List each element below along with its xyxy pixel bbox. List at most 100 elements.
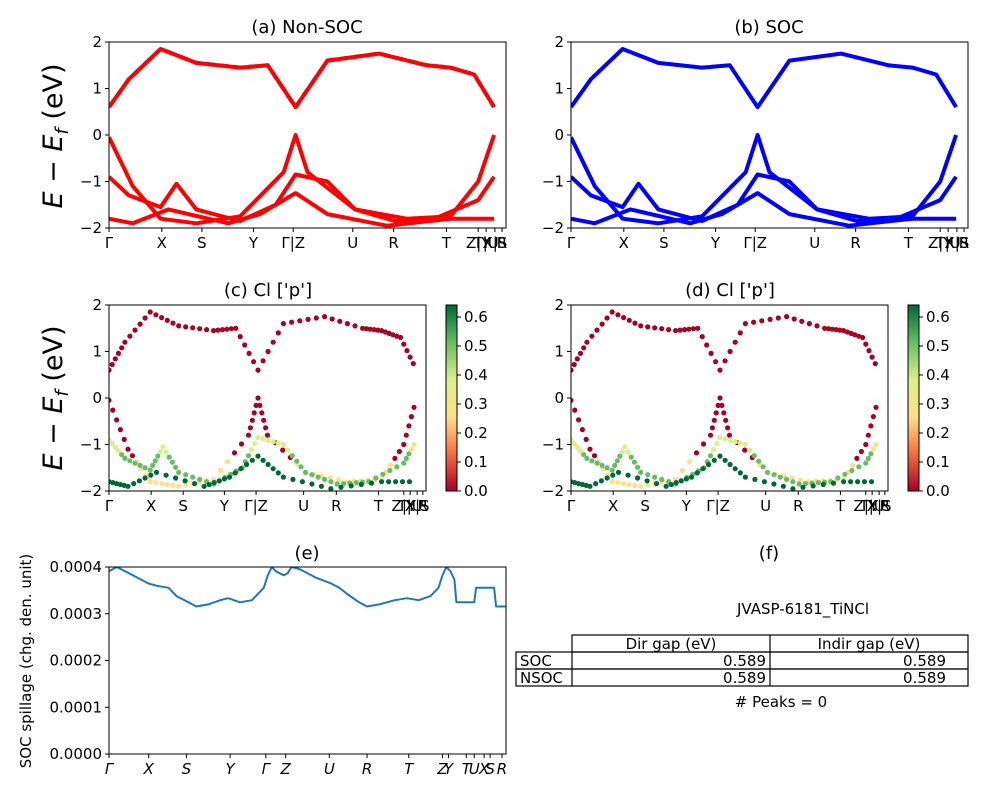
- projection-point: [722, 457, 728, 463]
- projection-point: [686, 326, 692, 332]
- table-cell-soc-dir: 0.589: [723, 652, 766, 670]
- projection-point: [799, 318, 805, 324]
- projection-point: [687, 459, 693, 465]
- projection-point: [680, 467, 686, 474]
- projection-point: [225, 459, 231, 465]
- material-id: JVASP-6181_TiNCl: [736, 600, 869, 619]
- projection-point: [727, 348, 733, 355]
- colorbar-tick-label: 0.1: [464, 453, 488, 471]
- x-tick-label: X: [478, 760, 490, 778]
- projection-point: [406, 423, 412, 429]
- projection-point: [367, 326, 373, 332]
- band-line-0: [109, 567, 506, 608]
- projection-point: [197, 326, 203, 332]
- projection-point: [737, 330, 743, 336]
- y-tick-label: 1: [554, 80, 564, 98]
- y-tick-label: −1: [542, 436, 564, 454]
- projection-point: [233, 325, 239, 331]
- x-tick-label: Γ|Z: [743, 234, 767, 252]
- projection-point: [638, 483, 644, 489]
- projection-point: [245, 453, 252, 459]
- projection-point: [713, 410, 719, 416]
- projection-point: [238, 441, 245, 447]
- plot-body: [109, 47, 496, 228]
- x-tick-label: Z: [436, 760, 448, 778]
- projection-point: [732, 466, 738, 472]
- projection-point: [280, 474, 286, 480]
- projection-point: [251, 359, 257, 365]
- projection-point: [109, 367, 112, 373]
- projection-point: [764, 469, 771, 475]
- panel-a-ylabel: E − Ef (eV): [38, 64, 73, 209]
- projection-point: [270, 466, 276, 472]
- projection-point: [571, 397, 574, 403]
- projection-point: [166, 454, 172, 460]
- plot-body: [571, 47, 958, 228]
- projection-point: [579, 427, 585, 433]
- projection-point: [334, 481, 340, 487]
- projection-point: [289, 453, 295, 459]
- projection-point: [835, 475, 841, 481]
- projection-point: [394, 464, 400, 470]
- x-tick-label: R: [793, 497, 803, 515]
- projection-point: [201, 483, 207, 489]
- projection-point: [270, 339, 276, 345]
- projection-point: [329, 316, 335, 322]
- projection-point: [132, 327, 138, 333]
- table-cell-nsoc-dir: 0.589: [723, 669, 766, 687]
- projection-point: [403, 455, 409, 461]
- x-tick-label: Y: [225, 760, 236, 778]
- projection-point: [183, 482, 189, 488]
- projection-point: [328, 486, 334, 491]
- projection-point: [125, 483, 131, 489]
- projection-point: [119, 452, 125, 458]
- x-tick-label: X: [157, 234, 167, 252]
- colorbar-tick-label: 0.0: [926, 482, 950, 500]
- projection-point: [717, 395, 723, 401]
- x-tick-label: T: [373, 497, 384, 515]
- projection-point: [571, 441, 577, 447]
- projection-point: [577, 448, 584, 454]
- projection-point: [780, 483, 786, 489]
- projection-point: [577, 350, 584, 356]
- y-tick-label: −1: [80, 173, 102, 191]
- projection-point: [645, 472, 651, 478]
- projection-point: [299, 479, 305, 485]
- projection-point: [368, 480, 375, 486]
- projection-point: [796, 481, 802, 487]
- y-tick-label: −1: [80, 436, 102, 454]
- projection-point: [393, 479, 399, 485]
- projection-point: [621, 315, 627, 321]
- projection-point: [344, 321, 350, 327]
- y-tick-label: 2: [92, 33, 102, 51]
- projection-point: [873, 441, 879, 448]
- projection-point: [688, 474, 695, 480]
- projection-point: [403, 432, 409, 438]
- panel-e-title: (e): [294, 543, 319, 564]
- projection-point: [244, 461, 250, 468]
- x-tick-label: X: [608, 497, 618, 515]
- projection-point: [280, 441, 286, 448]
- projection-point: [249, 417, 255, 423]
- projection-point: [727, 461, 733, 468]
- y-tick-label: 2: [92, 296, 102, 314]
- projection-point: [872, 361, 878, 367]
- y-tick-label: 0: [92, 126, 102, 144]
- band-line-2: [571, 172, 958, 223]
- projection-point: [275, 440, 281, 446]
- projection-point: [615, 312, 621, 318]
- x-tick-label: R: [388, 234, 398, 252]
- projection-point: [615, 480, 621, 486]
- colorbar-tick-label: 0.1: [926, 453, 950, 471]
- projection-point: [663, 483, 669, 489]
- projection-point: [164, 317, 170, 323]
- projection-point: [683, 476, 689, 482]
- y-tick-label: −2: [542, 219, 564, 237]
- projection-point: [717, 453, 723, 459]
- projection-point: [265, 437, 271, 443]
- projection-point: [581, 345, 587, 351]
- projection-point: [246, 350, 252, 356]
- projection-point: [599, 462, 605, 468]
- projection-point: [206, 481, 212, 488]
- projection-point: [259, 410, 265, 416]
